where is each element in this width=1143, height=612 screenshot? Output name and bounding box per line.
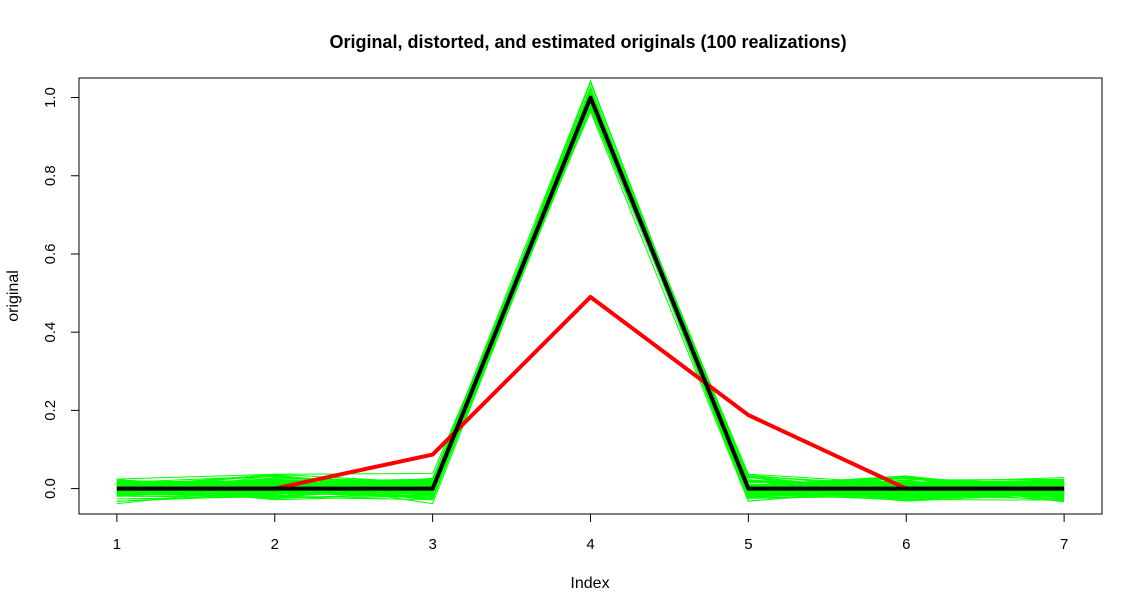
x-tick-label: 1: [113, 536, 121, 553]
estimate-line: [116, 87, 1065, 493]
estimate-line: [116, 101, 1065, 498]
estimate-line: [116, 101, 1065, 502]
chart-title: Original, distorted, and estimated origi…: [329, 32, 846, 52]
estimate-line: [116, 103, 1065, 496]
original-line: [116, 95, 1065, 491]
estimate-line: [116, 92, 1065, 496]
estimate-line: [116, 103, 1065, 501]
estimate-line: [116, 92, 1065, 497]
estimate-line: [116, 79, 1065, 497]
estimate-line: [116, 92, 1065, 496]
x-axis: 1 2 3 4 5 6 7: [113, 513, 1068, 553]
estimate-line: [116, 88, 1065, 494]
estimate-line: [116, 85, 1065, 497]
estimate-line: [116, 90, 1065, 494]
estimate-line: [116, 90, 1065, 499]
estimate-line: [116, 101, 1065, 502]
estimate-line: [116, 107, 1065, 502]
estimate-line: [116, 104, 1065, 499]
y-tick-label: 0.2: [42, 400, 59, 421]
estimate-line: [116, 94, 1065, 493]
estimate-line: [116, 89, 1065, 496]
estimate-line: [116, 98, 1065, 502]
estimate-line: [116, 100, 1065, 500]
x-tick-label: 6: [902, 536, 910, 553]
estimate-line: [116, 104, 1065, 503]
x-tick-label: 3: [428, 536, 436, 553]
estimate-line: [116, 92, 1065, 495]
estimate-line: [116, 98, 1065, 501]
estimate-line: [116, 93, 1065, 495]
estimate-line: [116, 81, 1065, 496]
estimate-line: [116, 100, 1065, 505]
estimate-line: [116, 96, 1065, 492]
estimate-line: [116, 91, 1065, 494]
distorted-line: [116, 294, 1065, 491]
original-series-line: [116, 95, 1065, 491]
estimate-line: [116, 88, 1065, 496]
estimate-line: [116, 103, 1065, 505]
estimate-line: [116, 87, 1065, 501]
y-tick-label: 1.0: [42, 87, 59, 108]
estimate-line: [116, 105, 1065, 500]
estimate-line: [116, 94, 1065, 494]
estimate-line: [116, 93, 1065, 496]
estimate-line: [116, 93, 1065, 492]
estimated-originals-lines: [116, 79, 1065, 505]
y-tick-label: 0.6: [42, 244, 59, 265]
estimate-line: [116, 86, 1065, 496]
estimate-line: [116, 92, 1065, 496]
y-tick-label: 0.8: [42, 165, 59, 186]
x-tick-label: 7: [1060, 536, 1068, 553]
estimate-line: [116, 107, 1065, 493]
y-tick-label: 0.4: [42, 322, 59, 343]
estimate-line: [116, 101, 1065, 501]
estimate-line: [116, 90, 1065, 487]
estimate-line: [116, 91, 1065, 495]
estimate-line: [116, 107, 1065, 499]
estimate-line: [116, 110, 1065, 502]
distorted-series-line: [116, 294, 1065, 491]
x-tick-label: 2: [271, 536, 279, 553]
estimate-line: [116, 92, 1065, 493]
y-axis-label: original: [5, 270, 22, 322]
x-tick-label: 4: [586, 536, 594, 553]
estimate-line: [116, 95, 1065, 494]
estimate-line: [116, 90, 1065, 497]
estimate-line: [116, 93, 1065, 492]
estimate-line: [116, 98, 1065, 502]
x-axis-label: Index: [570, 575, 609, 592]
y-axis: 0.0 0.2 0.4 0.6 0.8 1.0: [42, 87, 80, 499]
y-tick-label: 0.0: [42, 478, 59, 499]
x-tick-label: 5: [744, 536, 752, 553]
estimate-line: [116, 80, 1065, 497]
estimate-line: [116, 106, 1065, 501]
estimate-line: [116, 79, 1065, 493]
estimate-line: [116, 96, 1065, 491]
estimate-line: [116, 100, 1065, 501]
estimate-line: [116, 88, 1065, 492]
estimate-line: [116, 88, 1065, 494]
